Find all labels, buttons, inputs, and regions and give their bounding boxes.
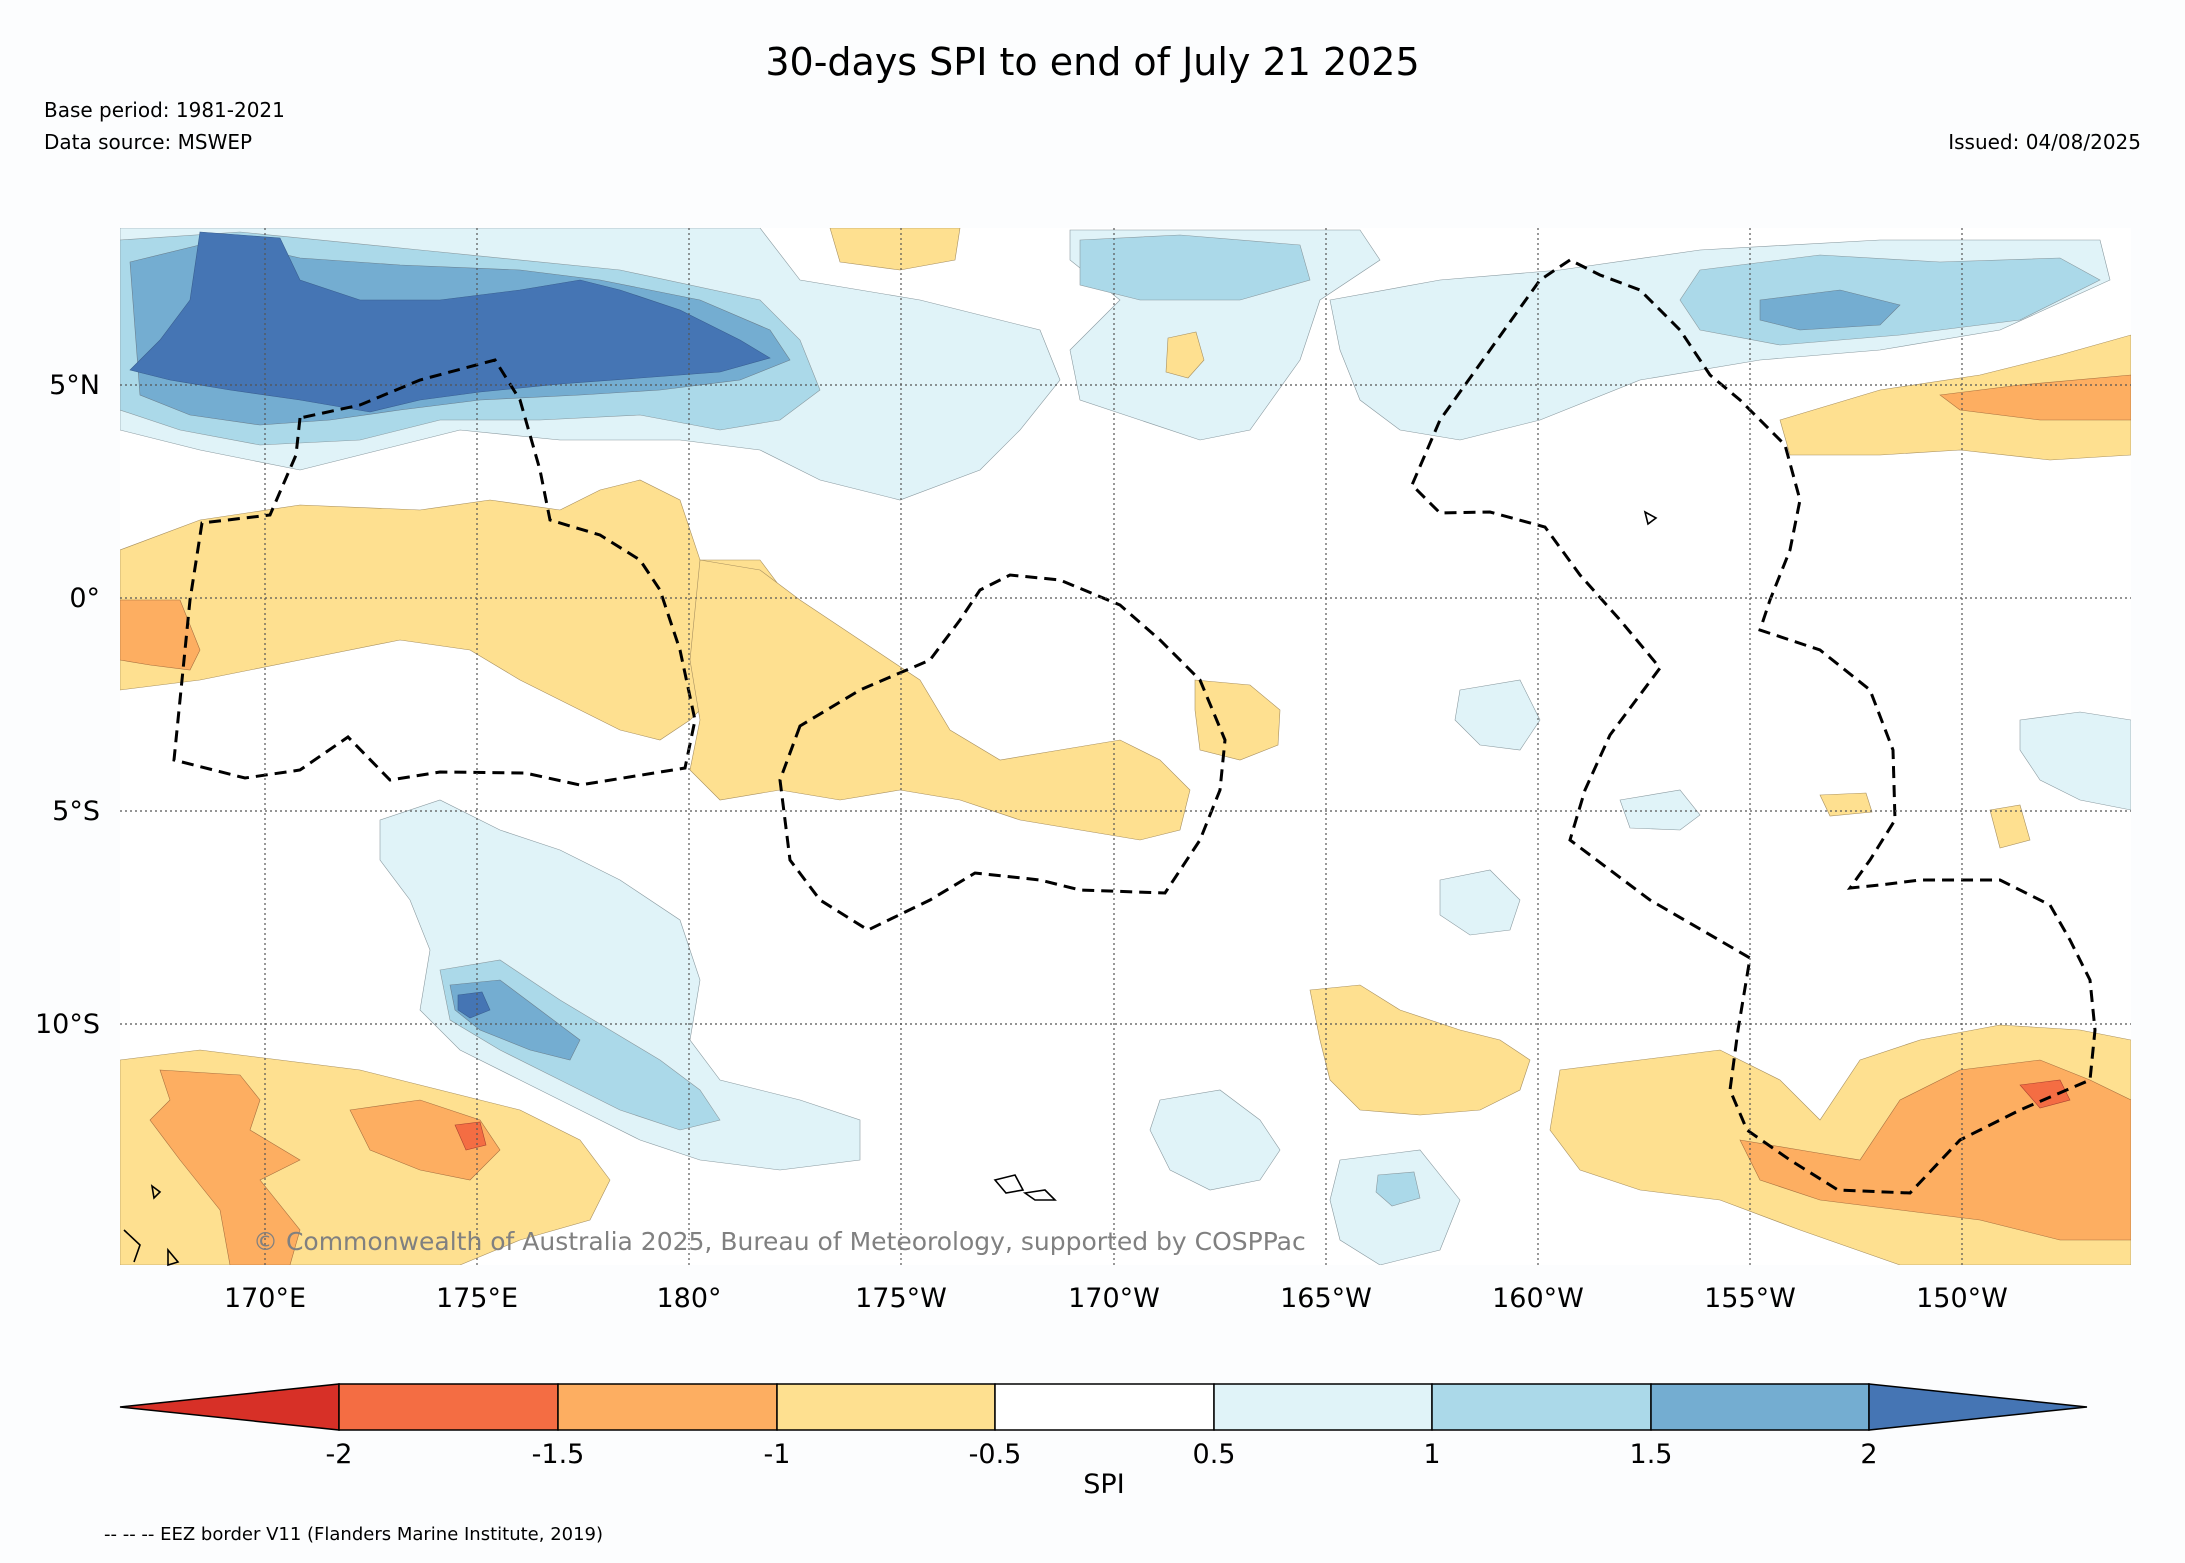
spi-region-wet-ne-band-3 xyxy=(1759,289,1901,331)
spi-region-dry-north-top xyxy=(829,228,961,271)
lon-label-175w: 175°W xyxy=(855,1283,947,1314)
map-title: 30-days SPI to end of July 21 2025 xyxy=(765,40,1420,84)
spi-region-dry-equator-west-2 xyxy=(120,599,201,671)
colorbar-extend-high xyxy=(1868,1383,2088,1431)
data-source-label: Data source: MSWEP xyxy=(44,130,253,154)
spi-region-dry-south-west-4 xyxy=(454,1121,487,1151)
colorbar-tick: -1.5 xyxy=(532,1439,585,1470)
lat-label-5n: 5°N xyxy=(49,370,100,401)
island-fiji-2 xyxy=(167,1247,180,1267)
island-samoa-2 xyxy=(1022,1189,1057,1201)
spi-region-dry-south-west-2 xyxy=(149,1069,301,1265)
graticule xyxy=(120,228,2131,1265)
longitude-labels: 170°E 175°E 180° 175°W 170°W 165°W 160°W… xyxy=(224,1283,2008,1314)
spi-region-wet-south-central xyxy=(1149,1089,1281,1191)
latitude-labels: 5°N 0° 5°S 10°S xyxy=(35,370,100,1040)
spi-region-wet-south-central-3 xyxy=(1375,1171,1421,1207)
spi-region-dry-blob-1 xyxy=(1165,331,1205,379)
issued-date-label: Issued: 04/08/2025 xyxy=(1948,130,2141,154)
lon-label-150w: 150°W xyxy=(1916,1283,2008,1314)
colorbar-bin-2 xyxy=(557,1383,778,1431)
colorbar-bin-3 xyxy=(776,1383,996,1431)
colorbar-bin-1 xyxy=(338,1383,559,1431)
colorbar-extend-low xyxy=(119,1383,340,1431)
eez-border-tuvalu-tokelau xyxy=(778,573,1227,932)
spi-region-dry-equator-east xyxy=(1194,679,1281,761)
spi-region-dry-equator-central xyxy=(689,559,1191,841)
lon-label-165w: 165°W xyxy=(1280,1283,1372,1314)
island-samoa-1 xyxy=(993,1174,1025,1194)
colorbar-tick: -2 xyxy=(326,1439,353,1470)
spi-region-wet-south-west xyxy=(379,799,861,1171)
colorbar-tick: 1 xyxy=(1423,1439,1440,1470)
spi-region-dry-south-east-3 xyxy=(2019,1079,2071,1109)
island-fiji-1 xyxy=(123,1229,141,1263)
spi-region-dry-blob-3 xyxy=(1989,804,2031,849)
lon-label-175e: 175°E xyxy=(436,1283,518,1314)
colorbar-tick: -0.5 xyxy=(969,1439,1022,1470)
spi-colorbar xyxy=(119,1383,2088,1431)
colorbar-bin-7 xyxy=(1650,1383,1870,1431)
map-panel: © Commonwealth of Australia 2025, Bureau… xyxy=(120,228,2131,1267)
copyright-notice: © Commonwealth of Australia 2025, Bureau… xyxy=(253,1227,1306,1256)
spi-region-wet-south-central-2 xyxy=(1329,1149,1461,1265)
colorbar-bin-4 xyxy=(994,1383,1215,1431)
lon-label-180: 180° xyxy=(656,1283,721,1314)
colorbar-tick: 2 xyxy=(1860,1439,1877,1470)
lat-label-5s: 5°S xyxy=(52,796,100,827)
lon-label-155w: 155°W xyxy=(1704,1283,1796,1314)
spi-region-wet-north-east-2 xyxy=(1079,234,1311,301)
spi-contour-layer xyxy=(120,228,2131,1265)
lon-label-170e: 170°E xyxy=(224,1283,306,1314)
eez-border-kiribati-gilbert xyxy=(172,358,697,787)
spi-region-dry-blob-2 xyxy=(1819,792,1873,817)
spi-region-wet-east-blob xyxy=(2019,711,2131,811)
eez-border-layer xyxy=(172,258,2097,1195)
colorbar-bin-5 xyxy=(1213,1383,1433,1431)
spi-region-dry-south-central xyxy=(1309,984,1531,1116)
lat-label-10s: 10°S xyxy=(35,1009,100,1040)
spi-region-dry-south-west-3 xyxy=(349,1099,501,1181)
base-period-label: Base period: 1981-2021 xyxy=(44,98,285,122)
lon-label-160w: 160°W xyxy=(1492,1283,1584,1314)
colorbar-label: SPI xyxy=(1083,1469,1124,1500)
colorbar-tick-labels: -2 -1.5 -1 -0.5 0.5 1 1.5 2 SPI xyxy=(326,1439,1878,1500)
coastline-layer xyxy=(123,510,1658,1267)
spi-region-wet-central-blob-2 xyxy=(1454,679,1541,751)
lon-label-170w: 170°W xyxy=(1068,1283,1160,1314)
spi-region-wet-north-west-4 xyxy=(129,231,771,413)
colorbar-tick: 1.5 xyxy=(1630,1439,1673,1470)
colorbar-tick: -1 xyxy=(764,1439,791,1470)
eez-border-line-islands xyxy=(1410,258,2097,1195)
colorbar-tick: 0.5 xyxy=(1193,1439,1236,1470)
spi-region-wet-south-west-4 xyxy=(457,991,491,1019)
lat-label-0: 0° xyxy=(69,583,100,614)
colorbar-bin-6 xyxy=(1431,1383,1652,1431)
island-fiji-3 xyxy=(150,1184,162,1200)
spi-region-wet-east-blob-2 xyxy=(1619,789,1701,831)
spi-region-wet-central-blob xyxy=(1439,869,1521,936)
eez-footnote: -- -- -- EEZ border V11 (Flanders Marine… xyxy=(104,1524,604,1545)
island-line-1 xyxy=(1643,510,1658,526)
